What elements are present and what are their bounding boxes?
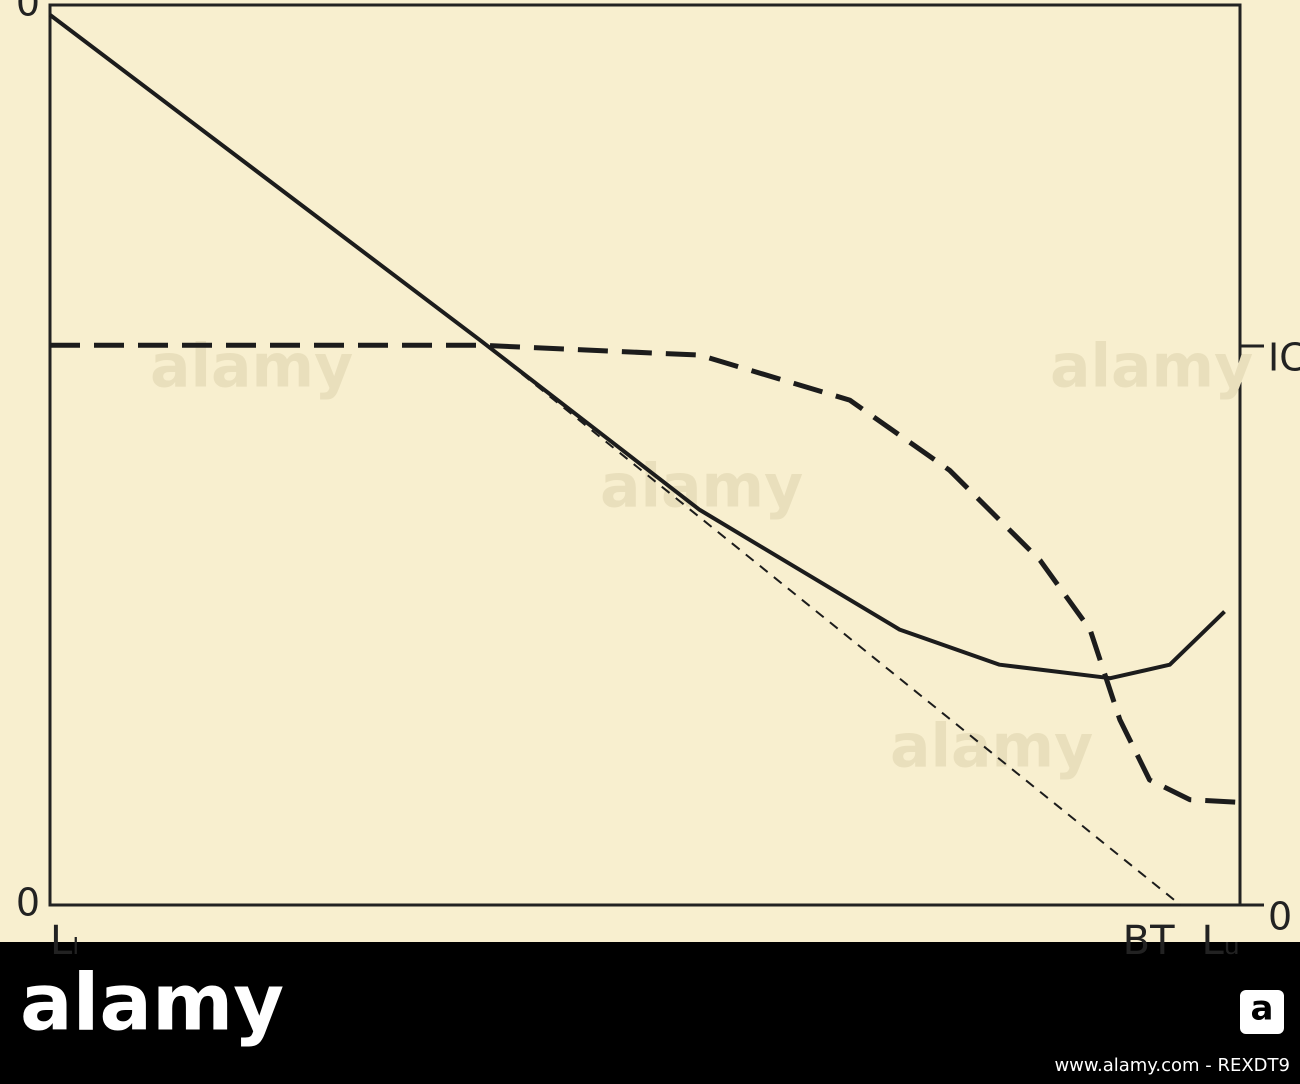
y2-tick-label: 0 [1268, 895, 1292, 939]
y-tick-label: 0 [16, 0, 40, 25]
plot-frame [48, 3, 1242, 907]
series-line [48, 13, 1226, 681]
banner [0, 942, 1300, 1084]
x-tick-label: BT [1123, 918, 1175, 964]
x-tick-label: Lₗ [50, 918, 79, 964]
logo [1240, 990, 1284, 1034]
y-tick-label: 0 [16, 881, 40, 925]
logo-letter: a [1251, 989, 1274, 1029]
banner-brand: alamy [20, 958, 284, 1048]
y2-tick-label: IC [1268, 335, 1300, 379]
watermark-text: alamy [1050, 332, 1253, 402]
watermark-text: alamy [150, 332, 353, 402]
watermark-text: alamy [890, 712, 1093, 782]
series-line [50, 342, 1241, 805]
x-tick-label: Lᵤ [1202, 918, 1240, 964]
banner-url: www.alamy.com - REXDT9 [1054, 1055, 1290, 1076]
series-line [478, 339, 1182, 906]
